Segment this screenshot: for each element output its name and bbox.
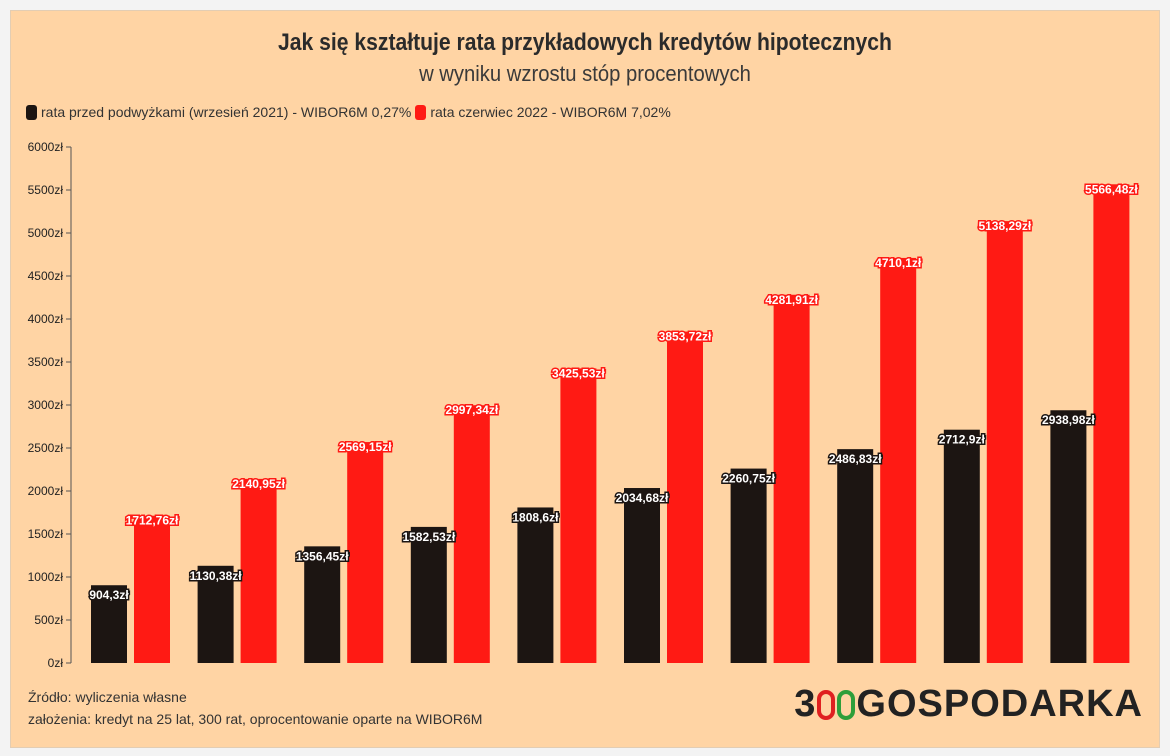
bar-after — [240, 478, 277, 663]
data-label-after: 1712,76zł — [126, 514, 179, 528]
data-label-before: 2486,83zł — [829, 452, 882, 466]
data-label-after: 2140,95zł — [232, 477, 285, 491]
bar-before — [410, 526, 447, 663]
data-label-after: 4710,1zł — [875, 256, 922, 270]
y-tick-label: 2500zł — [28, 441, 64, 455]
data-label-before: 1808,6zł — [512, 510, 559, 524]
y-tick-label: 6000zł — [28, 140, 64, 154]
y-tick-label: 2000zł — [28, 484, 64, 498]
chart-subtitle: w wyniku wzrostu stóp procentowych — [419, 61, 751, 86]
bar-after — [560, 368, 597, 663]
legend-swatch-red — [415, 104, 427, 120]
y-tick-label: 5000zł — [28, 226, 64, 240]
y-tick-label: 4500zł — [28, 269, 64, 283]
chart-title: Jak się kształtuje rata przykładowych kr… — [278, 29, 892, 56]
legend-item-before: rata przed podwyżkami (wrzesień 2021) - … — [26, 104, 411, 120]
bar-after — [880, 257, 917, 663]
data-label-before: 2938,98zł — [1042, 413, 1095, 427]
data-label-before: 2712,9zł — [939, 433, 986, 447]
data-label-after: 2569,15zł — [339, 440, 392, 454]
data-label-before: 2260,75zł — [722, 472, 775, 486]
bar-before — [91, 585, 127, 663]
y-tick-label: 1000zł — [28, 570, 64, 584]
y-tick-label: 4000zł — [28, 312, 64, 326]
chart-frame: Jak się kształtuje rata przykładowych kr… — [10, 10, 1160, 748]
data-label-before: 1582,53zł — [402, 530, 455, 544]
logo-prefix: 3 — [794, 683, 817, 725]
logo-suffix: GOSPODARKA — [856, 683, 1143, 725]
data-label-before: 2034,68zł — [616, 491, 669, 505]
data-label-before: 1130,38zł — [190, 569, 243, 583]
bar-before — [517, 507, 554, 663]
bar-before — [943, 429, 980, 663]
bar-after — [667, 331, 703, 663]
legend-item-after: rata czerwiec 2022 - WIBOR6M 7,02% — [415, 104, 671, 120]
bar-before — [304, 546, 341, 663]
data-label-before: 904,3zł — [89, 588, 129, 602]
y-tick-label: 1500zł — [28, 527, 64, 541]
bar-after — [453, 405, 490, 663]
source-note: Źródło: wyliczenia własne — [28, 689, 187, 705]
bar-after — [1093, 184, 1130, 663]
legend: rata przed podwyżkami (wrzesień 2021) - … — [26, 104, 675, 120]
bar-after — [986, 221, 1023, 663]
logo-red-o — [817, 689, 836, 720]
data-label-after: 4281,91zł — [765, 293, 818, 307]
bar-after — [347, 442, 384, 663]
bar-before — [730, 468, 767, 663]
bar-chart: 0zł 500zł 1000zł 1500zł 2000zł 2500zł 3000zł 35… — [28, 140, 1140, 670]
bar-before — [624, 488, 660, 663]
y-tick-label: 5500zł — [28, 183, 64, 197]
assumptions-note: założenia: kredyt na 25 lat, 300 rat, op… — [28, 711, 483, 727]
legend-swatch-black — [26, 104, 37, 120]
data-label-after: 2997,34zł — [445, 403, 498, 417]
y-tick-label: 3000zł — [28, 398, 64, 412]
bar-before — [1050, 410, 1087, 663]
y-tick-label: 3500zł — [28, 355, 64, 369]
y-tick-label: 0zł — [48, 656, 64, 670]
data-label-after: 3425,53zł — [552, 366, 605, 380]
legend-label-before: rata przed podwyżkami (wrzesień 2021) - … — [41, 104, 412, 120]
data-label-before: 1356,45zł — [296, 549, 349, 563]
bar-after — [134, 515, 170, 663]
data-label-after: 5138,29zł — [978, 219, 1031, 233]
data-label-after: 5566,48zł — [1085, 182, 1138, 196]
legend-label-after: rata czerwiec 2022 - WIBOR6M 7,02% — [430, 104, 671, 120]
y-tick-label: 500zł — [34, 613, 63, 627]
bar-before — [837, 449, 874, 663]
bar-before — [197, 565, 234, 663]
logo: 3 GOSPODARKA — [794, 683, 1143, 726]
data-label-after: 3853,72zł — [659, 330, 712, 344]
logo-green-o — [837, 689, 856, 720]
bar-after — [773, 294, 810, 663]
